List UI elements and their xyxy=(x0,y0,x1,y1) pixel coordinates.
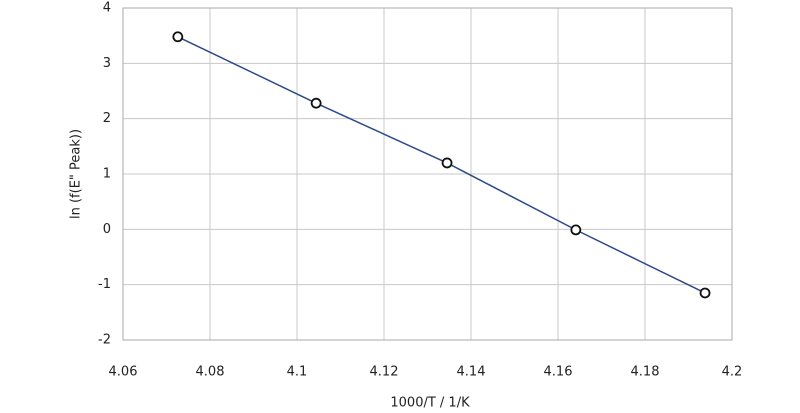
y-tick-label: 3 xyxy=(103,56,111,71)
y-tick-label: -2 xyxy=(98,333,111,348)
y-axis-label: ln (f(E" Peak)) xyxy=(69,129,84,219)
y-tick-label: 2 xyxy=(103,111,111,126)
x-tick-label: 4.14 xyxy=(457,365,486,380)
point xyxy=(172,31,184,43)
x-tick-label: 4.08 xyxy=(196,365,225,380)
y-tick-label: 0 xyxy=(103,222,111,237)
y-tick-label: 1 xyxy=(103,167,111,182)
x-tick-label: 4.16 xyxy=(544,365,573,380)
point xyxy=(310,97,322,109)
point xyxy=(570,224,582,236)
x-tick-label: 4.18 xyxy=(631,365,660,380)
x-tick-label: 4.1 xyxy=(287,365,308,380)
point xyxy=(441,157,453,169)
x-axis-label: 1000/T / 1/K xyxy=(390,396,470,411)
plot-border xyxy=(122,7,733,341)
y-tick-label: -1 xyxy=(98,277,111,292)
x-tick-label: 4.12 xyxy=(370,365,399,380)
x-tick-label: 4.06 xyxy=(109,365,138,380)
line xyxy=(177,36,706,294)
y-tick-label: 4 xyxy=(103,1,111,16)
point xyxy=(699,287,711,299)
x-tick-label: 4.2 xyxy=(722,365,743,380)
